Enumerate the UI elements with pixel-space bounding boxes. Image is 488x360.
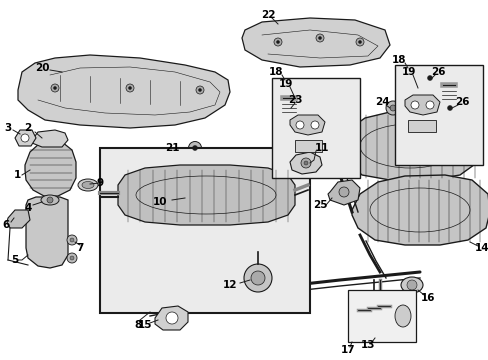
FancyBboxPatch shape (100, 148, 309, 313)
Circle shape (70, 238, 74, 242)
Polygon shape (25, 140, 76, 196)
Text: 1: 1 (13, 170, 20, 180)
Circle shape (276, 40, 279, 44)
Circle shape (47, 197, 53, 203)
Text: 13: 13 (360, 340, 374, 350)
Polygon shape (294, 140, 321, 152)
Text: 2: 2 (24, 123, 32, 133)
Circle shape (315, 34, 324, 42)
Text: 4: 4 (24, 203, 32, 213)
Text: 12: 12 (223, 280, 237, 290)
Circle shape (358, 40, 361, 44)
Text: 5: 5 (11, 255, 19, 265)
Text: 25: 25 (312, 200, 326, 210)
Ellipse shape (394, 305, 410, 327)
Polygon shape (7, 210, 30, 228)
Text: 17: 17 (340, 345, 355, 355)
Polygon shape (339, 110, 481, 180)
Polygon shape (15, 130, 36, 146)
Circle shape (389, 105, 395, 111)
Circle shape (188, 141, 201, 154)
Circle shape (310, 121, 318, 129)
Circle shape (53, 86, 57, 90)
Circle shape (443, 102, 456, 114)
Circle shape (447, 105, 451, 111)
Polygon shape (242, 18, 389, 67)
Polygon shape (118, 165, 294, 225)
Polygon shape (407, 120, 435, 132)
Text: 14: 14 (474, 243, 488, 253)
Text: 9: 9 (96, 178, 103, 188)
Text: 23: 23 (287, 95, 302, 105)
Circle shape (338, 187, 348, 197)
Text: 20: 20 (35, 63, 49, 73)
Circle shape (244, 264, 271, 292)
Text: 15: 15 (138, 320, 152, 330)
Circle shape (318, 36, 321, 40)
Text: 11: 11 (314, 143, 328, 153)
Text: 22: 22 (260, 10, 275, 20)
Circle shape (423, 72, 435, 84)
Circle shape (304, 161, 307, 165)
Polygon shape (32, 130, 68, 147)
Polygon shape (26, 197, 68, 268)
Text: 24: 24 (374, 97, 388, 107)
Circle shape (51, 84, 59, 92)
Text: 8: 8 (134, 320, 142, 330)
Polygon shape (327, 180, 359, 205)
FancyBboxPatch shape (347, 290, 415, 342)
Text: 26: 26 (454, 97, 468, 107)
Circle shape (406, 280, 416, 290)
Text: 26: 26 (430, 67, 445, 77)
Circle shape (385, 101, 399, 115)
Circle shape (355, 38, 363, 46)
Polygon shape (155, 306, 187, 330)
Polygon shape (289, 152, 321, 174)
Text: 16: 16 (420, 293, 434, 303)
Ellipse shape (82, 181, 94, 189)
Circle shape (165, 312, 178, 324)
FancyBboxPatch shape (394, 65, 482, 165)
Text: 19: 19 (278, 79, 293, 89)
Circle shape (198, 89, 201, 91)
Text: 10: 10 (152, 197, 167, 207)
Circle shape (67, 253, 77, 263)
Circle shape (295, 121, 304, 129)
Text: 6: 6 (2, 220, 10, 230)
Polygon shape (18, 55, 229, 128)
Circle shape (301, 158, 310, 168)
Circle shape (410, 101, 418, 109)
Ellipse shape (400, 277, 422, 293)
Circle shape (287, 106, 291, 110)
Text: 18: 18 (391, 55, 406, 65)
Circle shape (284, 103, 295, 113)
Circle shape (427, 76, 431, 81)
Ellipse shape (78, 179, 98, 191)
Polygon shape (404, 95, 439, 115)
Polygon shape (351, 175, 488, 245)
Circle shape (425, 101, 433, 109)
Circle shape (192, 145, 197, 150)
Text: 3: 3 (4, 123, 12, 133)
Circle shape (250, 271, 264, 285)
Circle shape (273, 38, 282, 46)
Circle shape (196, 86, 203, 94)
Circle shape (70, 256, 74, 260)
Circle shape (126, 84, 134, 92)
Text: 18: 18 (268, 67, 283, 77)
Circle shape (67, 235, 77, 245)
Polygon shape (289, 115, 325, 135)
Text: 21: 21 (164, 143, 179, 153)
FancyBboxPatch shape (271, 78, 359, 178)
Text: 19: 19 (401, 67, 415, 77)
Ellipse shape (41, 195, 59, 205)
Circle shape (128, 86, 131, 90)
Circle shape (21, 134, 29, 142)
Text: 7: 7 (76, 243, 83, 253)
